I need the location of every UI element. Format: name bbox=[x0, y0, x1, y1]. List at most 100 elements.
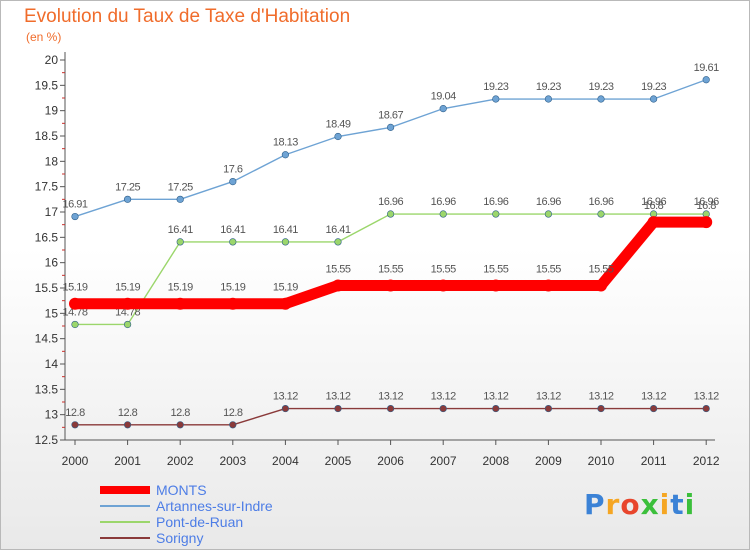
data-point-pont-de-ruan bbox=[334, 238, 342, 246]
data-label-artannes-sur-indre: 16.91 bbox=[62, 199, 87, 211]
data-point-pont-de-ruan bbox=[597, 210, 605, 218]
data-point-sorigny bbox=[123, 421, 132, 429]
data-point-artannes-sur-indre bbox=[492, 95, 500, 103]
y-tick-label: 19 bbox=[45, 104, 59, 118]
data-point-sorigny bbox=[387, 404, 395, 413]
x-tick-label: 2004 bbox=[272, 454, 299, 468]
data-point-monts bbox=[332, 279, 344, 292]
y-tick-label: 12.5 bbox=[35, 433, 59, 447]
data-point-pont-de-ruan bbox=[123, 320, 132, 329]
data-label-sorigny: 13.12 bbox=[694, 391, 719, 403]
data-label-pont-de-ruan: 16.96 bbox=[378, 196, 403, 208]
proxiti-logo: Proxiti bbox=[584, 488, 695, 521]
data-point-pont-de-ruan bbox=[387, 210, 395, 218]
data-point-artannes-sur-indre bbox=[123, 195, 132, 203]
data-label-monts: 15.19 bbox=[62, 282, 87, 294]
x-tick-label: 2009 bbox=[535, 454, 562, 468]
data-label-pont-de-ruan: 16.96 bbox=[431, 196, 456, 208]
data-label-artannes-sur-indre: 17.6 bbox=[223, 164, 243, 176]
y-tick-label: 14 bbox=[45, 357, 59, 371]
x-tick-label: 2011 bbox=[641, 454, 667, 468]
data-point-sorigny bbox=[439, 404, 447, 413]
y-tick-label: 16.5 bbox=[35, 230, 59, 244]
logo-letter: r bbox=[605, 488, 621, 521]
y-tick-label: 15.5 bbox=[35, 281, 59, 295]
y-tick-label: 14.5 bbox=[35, 332, 59, 346]
data-point-monts bbox=[69, 297, 81, 310]
data-label-sorigny: 12.8 bbox=[65, 407, 85, 419]
data-point-artannes-sur-indre bbox=[544, 95, 553, 103]
data-point-pont-de-ruan bbox=[492, 210, 500, 218]
data-label-sorigny: 12.8 bbox=[170, 407, 190, 419]
data-label-sorigny: 13.12 bbox=[536, 391, 561, 403]
legend-label: Sorigny bbox=[156, 530, 204, 546]
logo-letter: i bbox=[684, 488, 696, 521]
data-label-artannes-sur-indre: 19.23 bbox=[588, 81, 613, 93]
legend-swatch bbox=[100, 521, 150, 523]
data-point-sorigny bbox=[334, 404, 342, 413]
data-point-artannes-sur-indre bbox=[597, 95, 605, 103]
data-point-pont-de-ruan bbox=[176, 238, 184, 246]
data-label-sorigny: 12.8 bbox=[118, 407, 138, 419]
data-label-monts: 15.55 bbox=[431, 263, 456, 275]
data-point-sorigny bbox=[544, 404, 553, 413]
data-point-pont-de-ruan bbox=[229, 238, 237, 246]
data-label-monts: 15.55 bbox=[483, 263, 508, 275]
data-label-pont-de-ruan: 16.41 bbox=[273, 224, 298, 236]
data-label-sorigny: 13.12 bbox=[431, 391, 456, 403]
data-point-sorigny bbox=[702, 404, 710, 413]
data-label-monts: 15.19 bbox=[168, 282, 193, 294]
x-tick-label: 2008 bbox=[482, 454, 509, 468]
data-label-monts: 15.19 bbox=[115, 282, 140, 294]
data-label-artannes-sur-indre: 18.49 bbox=[325, 119, 350, 131]
data-point-pont-de-ruan bbox=[71, 320, 79, 329]
y-tick-label: 18.5 bbox=[35, 129, 59, 143]
data-point-monts bbox=[384, 279, 397, 292]
y-tick-label: 17.5 bbox=[35, 180, 59, 194]
x-tick-label: 2000 bbox=[62, 454, 89, 468]
data-label-artannes-sur-indre: 19.23 bbox=[536, 81, 561, 93]
data-label-monts: 16.8 bbox=[644, 200, 664, 212]
data-label-sorigny: 12.8 bbox=[223, 407, 243, 419]
data-point-sorigny bbox=[229, 421, 237, 429]
y-tick-label: 16 bbox=[45, 256, 59, 270]
data-point-pont-de-ruan bbox=[544, 210, 553, 218]
data-point-sorigny bbox=[176, 421, 184, 429]
data-point-artannes-sur-indre bbox=[387, 123, 395, 131]
logo-letter: x bbox=[640, 488, 660, 521]
y-tick-label: 17 bbox=[45, 205, 59, 219]
x-tick-label: 2005 bbox=[325, 454, 352, 468]
data-point-artannes-sur-indre bbox=[334, 132, 342, 141]
data-label-sorigny: 13.12 bbox=[273, 391, 298, 403]
data-point-sorigny bbox=[71, 421, 79, 429]
legend-label: MONTS bbox=[156, 482, 207, 498]
data-label-sorigny: 13.12 bbox=[483, 391, 508, 403]
x-tick-label: 2002 bbox=[167, 454, 194, 468]
data-point-monts bbox=[595, 279, 607, 292]
data-label-monts: 15.55 bbox=[325, 263, 350, 275]
x-tick-label: 2003 bbox=[219, 454, 246, 468]
logo-letter: P bbox=[584, 488, 606, 521]
legend-label: Artannes-sur-Indre bbox=[156, 498, 273, 514]
legend-swatch bbox=[100, 537, 150, 539]
data-label-monts: 15.19 bbox=[273, 282, 298, 294]
data-label-sorigny: 13.12 bbox=[378, 391, 403, 403]
data-label-sorigny: 13.12 bbox=[641, 391, 666, 403]
x-tick-label: 2012 bbox=[693, 454, 720, 468]
data-label-monts: 15.55 bbox=[378, 263, 403, 275]
logo-letter: o bbox=[620, 488, 641, 521]
y-tick-label: 19.5 bbox=[35, 78, 59, 92]
data-point-monts bbox=[489, 279, 502, 292]
data-label-artannes-sur-indre: 17.25 bbox=[168, 181, 193, 193]
legend-swatch bbox=[100, 486, 150, 494]
legend-swatch bbox=[100, 505, 150, 507]
data-label-monts: 15.19 bbox=[220, 282, 245, 294]
data-label-pont-de-ruan: 16.96 bbox=[641, 196, 666, 208]
data-point-artannes-sur-indre bbox=[439, 105, 447, 113]
data-point-monts bbox=[542, 279, 555, 292]
data-point-monts bbox=[437, 279, 450, 292]
legend-label: Pont-de-Ruan bbox=[156, 514, 244, 530]
data-point-sorigny bbox=[597, 404, 605, 413]
